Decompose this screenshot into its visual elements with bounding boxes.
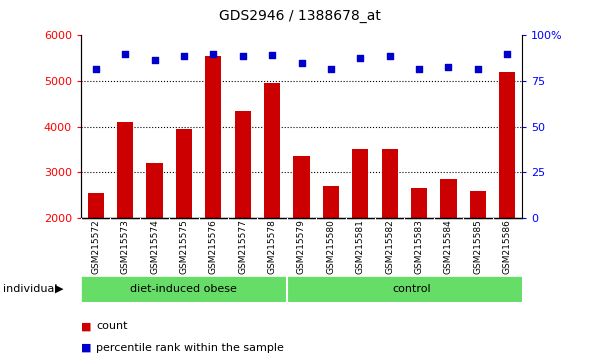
Bar xyxy=(117,122,133,218)
Text: ■: ■ xyxy=(81,343,91,353)
Bar xyxy=(440,179,457,218)
Bar xyxy=(235,110,251,218)
Text: percentile rank within the sample: percentile rank within the sample xyxy=(96,343,284,353)
Point xyxy=(238,53,248,59)
Point xyxy=(503,51,512,57)
Point xyxy=(355,55,365,61)
Bar xyxy=(382,149,398,218)
Text: GSM215586: GSM215586 xyxy=(503,219,512,274)
Bar xyxy=(411,188,427,218)
Text: control: control xyxy=(392,284,431,294)
Text: diet-induced obese: diet-induced obese xyxy=(130,284,238,294)
Text: GSM215572: GSM215572 xyxy=(91,219,100,274)
Point xyxy=(209,51,218,57)
Bar xyxy=(205,56,221,218)
Bar xyxy=(287,276,537,302)
Text: GSM215574: GSM215574 xyxy=(150,219,159,274)
Point xyxy=(150,58,160,63)
Text: GSM215575: GSM215575 xyxy=(179,219,188,274)
Point xyxy=(473,66,483,72)
Bar xyxy=(293,156,310,218)
Text: GSM215573: GSM215573 xyxy=(121,219,130,274)
Text: GSM215580: GSM215580 xyxy=(326,219,335,274)
Text: GSM215582: GSM215582 xyxy=(385,219,394,274)
Text: GSM215579: GSM215579 xyxy=(297,219,306,274)
Text: GSM215583: GSM215583 xyxy=(415,219,424,274)
Text: GSM215576: GSM215576 xyxy=(209,219,218,274)
Text: ■: ■ xyxy=(81,321,91,331)
Bar xyxy=(146,163,163,218)
Bar xyxy=(81,276,287,302)
Point xyxy=(415,66,424,72)
Point xyxy=(179,53,189,59)
Bar xyxy=(176,129,192,218)
Text: GDS2946 / 1388678_at: GDS2946 / 1388678_at xyxy=(219,9,381,23)
Bar xyxy=(264,83,280,218)
Text: GSM215581: GSM215581 xyxy=(356,219,365,274)
Text: GSM215577: GSM215577 xyxy=(238,219,247,274)
Point xyxy=(120,51,130,57)
Bar xyxy=(352,149,368,218)
Bar xyxy=(88,193,104,218)
Bar xyxy=(323,186,339,218)
Point xyxy=(91,66,101,72)
Text: GSM215585: GSM215585 xyxy=(473,219,482,274)
Bar xyxy=(499,72,515,218)
Text: GSM215578: GSM215578 xyxy=(268,219,277,274)
Text: count: count xyxy=(96,321,128,331)
Point xyxy=(385,53,395,59)
Text: ▶: ▶ xyxy=(55,284,63,294)
Point xyxy=(444,64,454,70)
Bar xyxy=(470,191,486,218)
Text: GSM215584: GSM215584 xyxy=(444,219,453,274)
Point xyxy=(268,52,277,57)
Point xyxy=(297,60,307,65)
Text: individual: individual xyxy=(3,284,58,294)
Point xyxy=(326,66,336,72)
